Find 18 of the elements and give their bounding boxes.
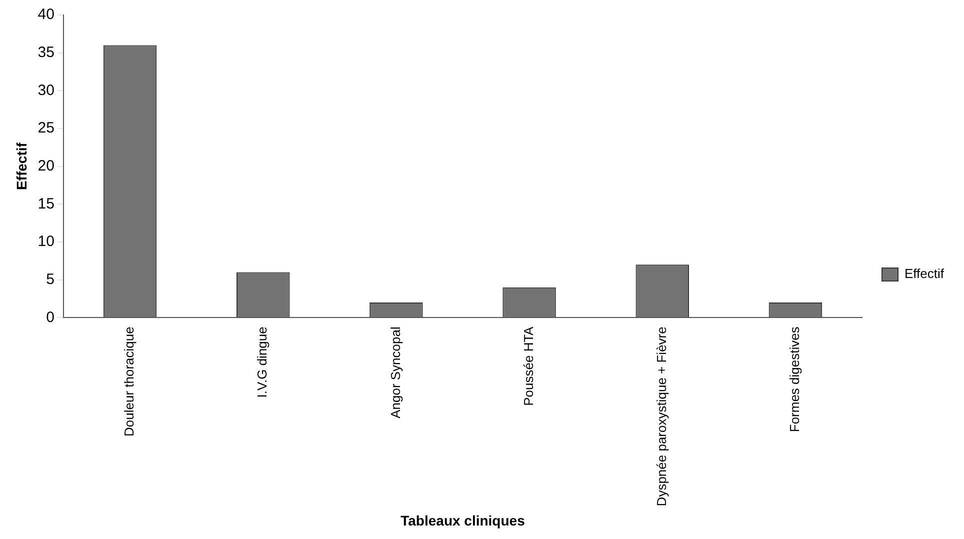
y-tick-label: 15	[38, 195, 54, 212]
legend-label: Effectif	[904, 266, 944, 282]
x-axis-title: Tableaux cliniques	[400, 512, 526, 528]
x-tick-label: Angor Syncopal	[388, 326, 403, 418]
y-tick-label: 10	[38, 233, 54, 250]
x-tick-label: Douleur thoracique	[122, 326, 137, 436]
x-tick-label: I.V.G dingue	[254, 326, 270, 398]
y-tick-label: 25	[38, 120, 54, 137]
y-tick-label: 30	[38, 82, 54, 99]
y-tick-label: 0	[46, 308, 54, 326]
y-tick-label: 35	[38, 44, 54, 61]
x-tick-label: Dyspnée paroxystique + Fièvre	[654, 326, 669, 506]
y-axis-title: Effectif	[13, 142, 30, 190]
x-tick-label: Formes digestives	[787, 326, 802, 432]
y-tick-label: 5	[46, 270, 54, 288]
y-tick-label: 40	[38, 6, 54, 24]
x-tick-label: Poussée HTA	[520, 326, 536, 406]
y-tick-label: 20	[38, 157, 54, 174]
